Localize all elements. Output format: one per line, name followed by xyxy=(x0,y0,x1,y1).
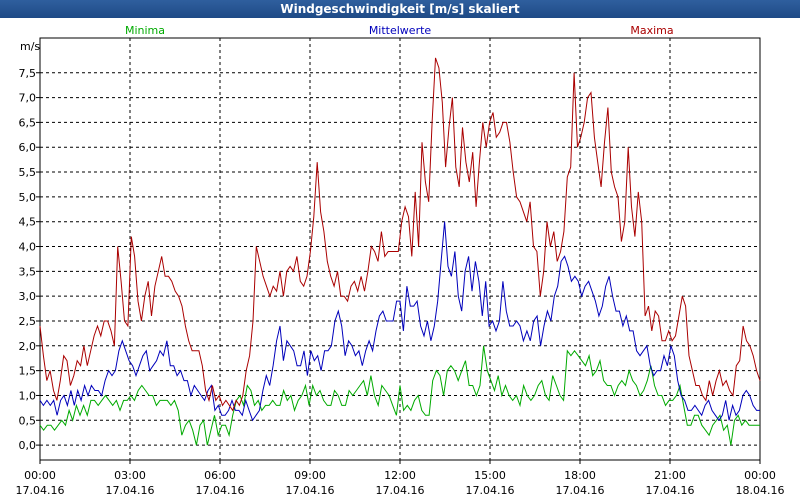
legend: Minima Mittelwerte Maxima xyxy=(125,24,674,37)
y-tick-label: 6,5 xyxy=(19,116,37,129)
x-tick-time: 21:00 xyxy=(654,469,686,482)
x-tick-date: 17.04.16 xyxy=(16,484,65,497)
legend-entry-minima: Minima xyxy=(125,24,165,37)
x-tick-date: 18.04.16 xyxy=(736,484,785,497)
x-tick-time: 12:00 xyxy=(384,469,416,482)
y-tick-label: 0,0 xyxy=(19,439,37,452)
y-tick-label: 2,0 xyxy=(19,340,37,353)
x-tick-time: 09:00 xyxy=(294,469,326,482)
y-tick-label: 7,5 xyxy=(19,67,37,80)
y-axis-label: m/s xyxy=(20,40,40,53)
x-tick-date: 17.04.16 xyxy=(376,484,425,497)
series-lines xyxy=(39,57,761,446)
y-tick-label: 7,0 xyxy=(19,92,37,105)
x-tick-date: 17.04.16 xyxy=(646,484,695,497)
y-tick-label: 1,0 xyxy=(19,389,37,402)
x-tick-date: 17.04.16 xyxy=(556,484,605,497)
y-tick-label: 3,0 xyxy=(19,290,37,303)
x-tick-time: 03:00 xyxy=(114,469,146,482)
x-tick-time: 00:00 xyxy=(744,469,776,482)
grid-lines xyxy=(40,38,760,460)
x-tick-date: 17.04.16 xyxy=(106,484,155,497)
y-tick-label: 6,0 xyxy=(19,141,37,154)
x-tick-date: 17.04.16 xyxy=(286,484,335,497)
series-line-minima xyxy=(39,345,760,446)
x-tick-time: 15:00 xyxy=(474,469,506,482)
x-tick-time: 18:00 xyxy=(564,469,596,482)
legend-entry-mittelwerte: Mittelwerte xyxy=(369,24,432,37)
y-tick-label: 4,0 xyxy=(19,241,37,254)
y-axis-ticks: 0,0 0,5 1,0 1,5 2,0 2,5 3,0 3,5 4,0 4,5 5,0 5,5 6,0 6… xyxy=(19,67,40,452)
x-tick-time: 06:00 xyxy=(204,469,236,482)
y-tick-label: 5,5 xyxy=(19,166,37,179)
y-tick-label: 1,5 xyxy=(19,365,37,378)
y-tick-label: 5,0 xyxy=(19,191,37,204)
y-tick-label: 3,5 xyxy=(19,265,37,278)
x-tick-date: 17.04.16 xyxy=(466,484,515,497)
x-axis-ticks: 00:00 17.04.16 03:00 17.04.16 06:00 17.04.16 0… xyxy=(16,460,785,497)
y-tick-label: 4,5 xyxy=(19,216,37,229)
series-line-mittelwerte xyxy=(39,221,760,422)
window-title: Windgeschwindigkeit [m/s] skaliert xyxy=(0,0,800,18)
y-tick-label: 0,5 xyxy=(19,414,37,427)
series-line-maxima xyxy=(39,57,761,412)
x-tick-date: 17.04.16 xyxy=(196,484,245,497)
x-tick-time: 00:00 xyxy=(24,469,56,482)
legend-entry-maxima: Maxima xyxy=(630,24,673,37)
y-tick-label: 2,5 xyxy=(19,315,37,328)
